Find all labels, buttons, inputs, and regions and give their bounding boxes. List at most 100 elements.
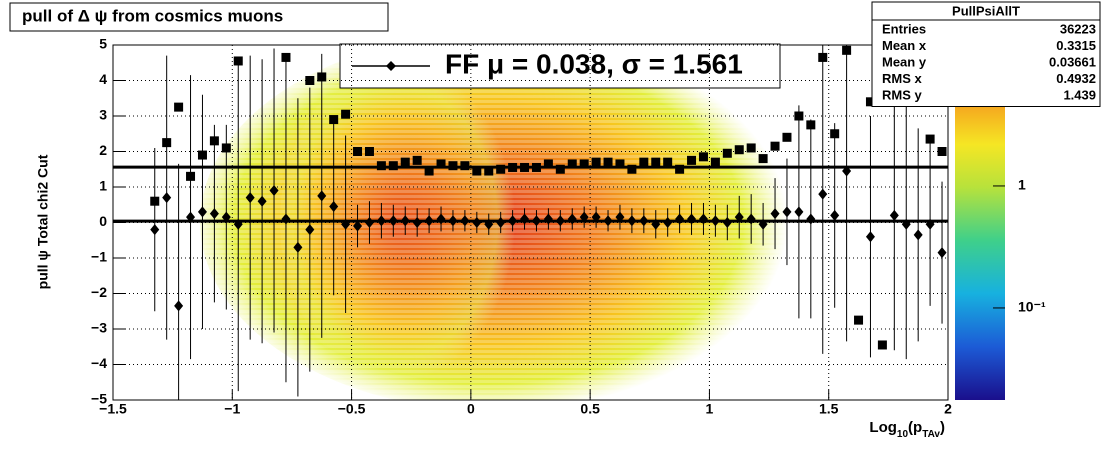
square-point xyxy=(627,164,637,174)
diamond-point xyxy=(221,211,231,223)
diamond-point xyxy=(400,215,410,227)
diamond-point xyxy=(508,215,518,227)
diamond-point xyxy=(651,218,661,230)
stats-value: 0.3315 xyxy=(1056,38,1096,53)
diamond-point xyxy=(722,217,732,228)
diamond-point xyxy=(472,217,482,228)
diamond-point xyxy=(496,217,506,228)
diamond-point xyxy=(364,217,374,228)
stats-box xyxy=(871,1,1101,107)
y-tick-label: 0 xyxy=(99,213,107,229)
x-tick-label: 1 xyxy=(706,401,714,417)
square-point xyxy=(615,159,625,169)
square-point xyxy=(400,157,410,167)
stats-value: 36223 xyxy=(1060,21,1096,36)
square-point xyxy=(854,315,864,325)
y-tick-label: −1 xyxy=(91,249,107,265)
diamond-point xyxy=(806,213,816,225)
diamond-point xyxy=(209,208,219,220)
square-point xyxy=(424,166,434,176)
square-point xyxy=(376,161,386,171)
y-tick-label: 3 xyxy=(99,107,107,123)
diamond-point xyxy=(269,185,279,197)
square-point xyxy=(758,154,768,164)
diamond-point xyxy=(758,218,768,230)
stats-value: 0.03661 xyxy=(1049,54,1096,69)
square-point xyxy=(460,161,470,171)
square-point xyxy=(341,109,351,119)
square-point xyxy=(579,159,589,169)
square-point xyxy=(388,161,398,171)
stats-key: RMS y xyxy=(882,87,923,102)
diamond-point xyxy=(830,209,840,221)
square-point xyxy=(353,147,363,156)
diamond-point xyxy=(555,215,565,227)
x-axis-title-part: ) xyxy=(940,419,945,436)
diamond-point xyxy=(186,211,196,223)
legend-text: FF μ = 0.038, σ = 1.561 xyxy=(445,48,743,79)
diamond-point xyxy=(520,213,530,225)
square-point xyxy=(305,76,315,85)
square-point xyxy=(770,141,780,151)
diamond-point xyxy=(281,213,291,225)
y-tick-label: 4 xyxy=(99,71,107,87)
square-point xyxy=(436,159,446,169)
square-point xyxy=(412,155,422,165)
x-tick-label: −1 xyxy=(224,401,240,417)
diamond-point xyxy=(675,213,685,225)
stats-key: Mean y xyxy=(882,54,927,69)
diamond-point xyxy=(341,218,351,230)
stats-key: Entries xyxy=(882,21,926,36)
diamond-point xyxy=(376,215,386,227)
title-box xyxy=(9,2,389,32)
diamond-point xyxy=(233,218,243,230)
diamond-point xyxy=(901,218,911,230)
diamond-point xyxy=(353,220,363,232)
x-tick-label: 0.5 xyxy=(580,401,600,417)
diamond-point xyxy=(448,215,458,227)
diamond-point xyxy=(698,213,708,225)
legend-marker xyxy=(386,61,396,71)
y-tick-label: −3 xyxy=(91,320,107,336)
diamond-point xyxy=(162,192,172,204)
square-point xyxy=(174,102,184,112)
square-point xyxy=(710,157,720,167)
diamond-point xyxy=(460,215,470,227)
square-point xyxy=(937,147,947,156)
diamond-point xyxy=(579,211,589,223)
diamond-point xyxy=(639,215,649,227)
diamond-point xyxy=(388,215,398,227)
diamond-point xyxy=(293,241,303,253)
diamond-point xyxy=(937,247,947,259)
x-axis-title-part: Log xyxy=(869,419,897,436)
y-tick-label: 5 xyxy=(99,36,107,52)
diamond-point xyxy=(770,208,780,220)
diamond-point xyxy=(436,213,446,225)
square-point xyxy=(531,162,541,172)
diamond-point xyxy=(257,195,267,207)
x-axis-title-part: TAv xyxy=(922,429,940,440)
x-tick-label: −0.5 xyxy=(338,401,366,417)
y-tick-label: 1 xyxy=(99,178,107,194)
z-tick-label: 10⁻¹ xyxy=(1018,299,1046,315)
square-point xyxy=(746,143,756,153)
diamond-point xyxy=(627,215,637,227)
stats-title: PullPsiAllT xyxy=(952,3,1020,18)
diamond-point xyxy=(567,213,577,225)
y-tick-label: −2 xyxy=(91,284,107,300)
square-point xyxy=(663,157,673,167)
diamond-point xyxy=(687,213,697,225)
x-axis-title-part: 10 xyxy=(897,429,909,440)
square-point xyxy=(722,148,732,158)
square-point xyxy=(639,157,649,167)
x-tick-label: −1.5 xyxy=(99,401,127,417)
diamond-point xyxy=(889,209,899,221)
square-point xyxy=(925,134,935,144)
square-point xyxy=(508,162,518,172)
square-point xyxy=(496,164,506,174)
diamond-point xyxy=(615,211,625,223)
diamond-point xyxy=(484,218,494,230)
diamond-point xyxy=(746,213,756,225)
square-point xyxy=(520,162,530,172)
